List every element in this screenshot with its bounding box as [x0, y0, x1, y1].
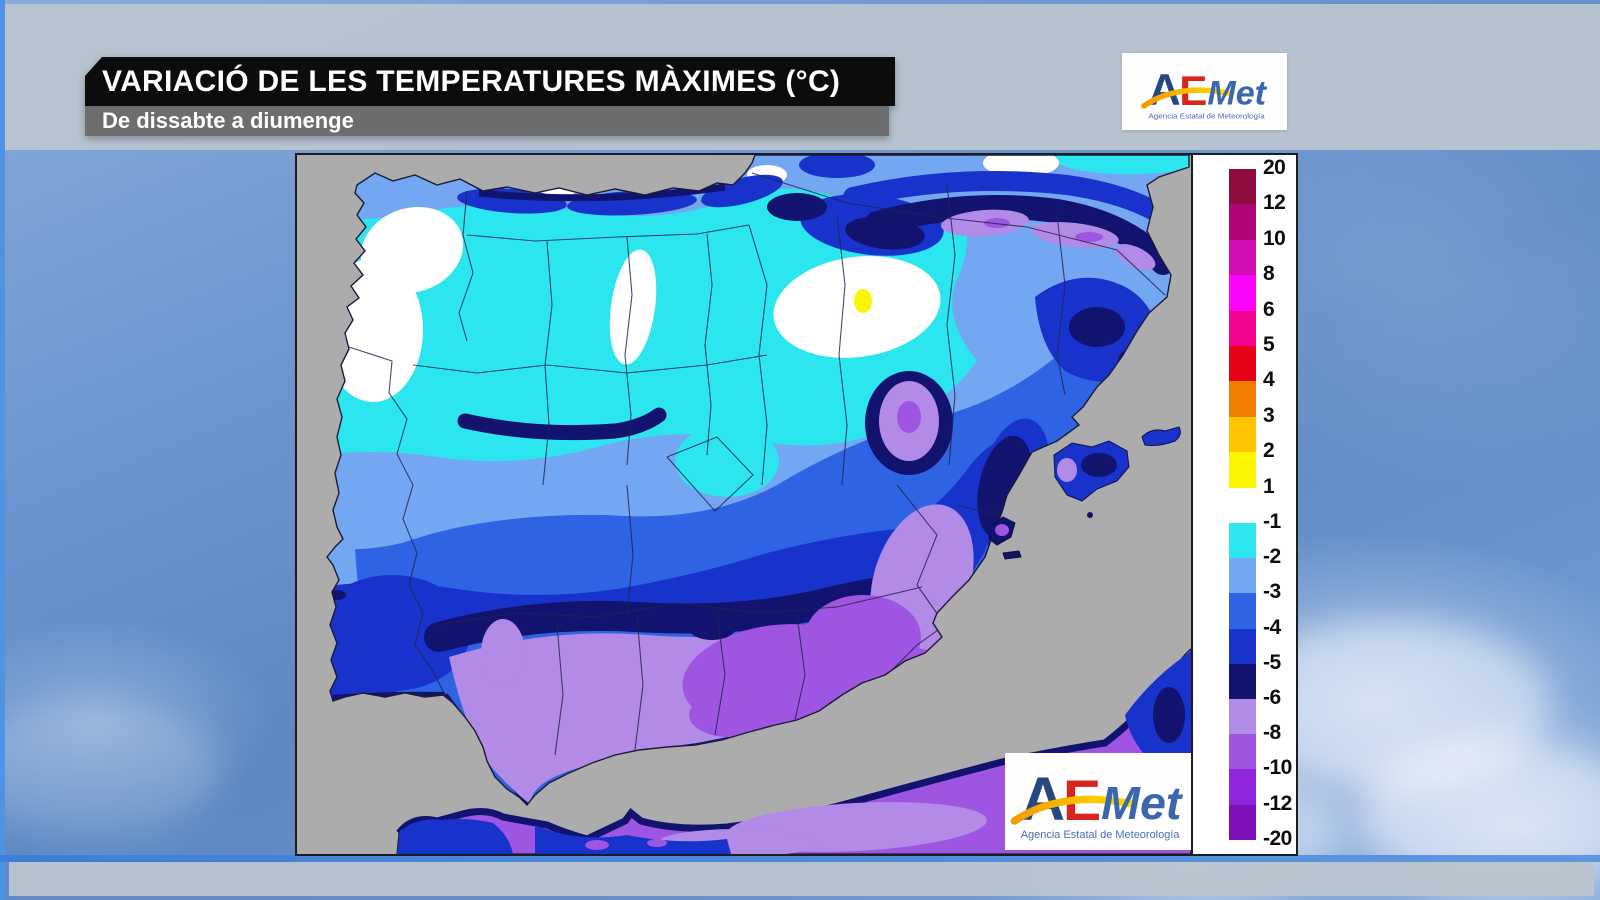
scale-negative-segment — [1229, 593, 1256, 630]
scale-positive-segment — [1229, 452, 1256, 489]
scale-negative-segment — [1229, 734, 1256, 770]
north-africa — [396, 648, 1191, 854]
positive-anomaly-spot — [854, 289, 872, 313]
scale-negative-segment — [1229, 699, 1256, 735]
scale-positive-segment — [1229, 346, 1256, 382]
scale-negative-tick: -3 — [1263, 580, 1281, 604]
scale-negative-tick: -12 — [1263, 791, 1292, 815]
scale-negative-tick: -1 — [1263, 510, 1281, 534]
scale-negative-segment — [1229, 663, 1256, 700]
peninsula-zones — [327, 155, 1189, 805]
scale-negative-segment — [1229, 558, 1256, 594]
iberia-temperature-map — [297, 155, 1191, 854]
scale-positive-tick: 1 — [1263, 474, 1275, 498]
scale-negative-segment — [1229, 523, 1256, 559]
bottom-accent-line — [0, 855, 1600, 862]
scale-positive-segment — [1229, 204, 1256, 241]
title-block: VARIACIÓ DE LES TEMPERATURES MÀXIMES (°C… — [85, 57, 895, 136]
logo-caption: Agencia Estatal de Meteorología — [1021, 829, 1180, 841]
scale-positive-segment — [1229, 310, 1256, 347]
page-subtitle: De dissabte a diumenge — [102, 108, 354, 133]
balearic-islands — [988, 426, 1181, 560]
logo-letter-a: A — [1148, 64, 1180, 115]
color-scale-panel: 20 12 10 8 6 5 4 3 2 1 -1 -2 -3 -4 -5 -6 -8 -10 -12 -20 — [1191, 155, 1296, 854]
aemet-logo-map: A E Met Agencia Estatal de Meteorología — [1005, 753, 1191, 850]
scale-negative-segment — [1229, 769, 1256, 806]
scale-negative-segment — [1229, 628, 1256, 665]
scale-negative-tick: -8 — [1263, 721, 1281, 745]
province-borders — [348, 172, 1166, 756]
logo-letters-met: Met — [1207, 74, 1267, 112]
scale-positive-tick: 2 — [1263, 439, 1275, 463]
scale-negative-tick: -5 — [1263, 650, 1281, 674]
left-edge-strip — [0, 0, 5, 900]
scale-positive-tick: 4 — [1263, 368, 1275, 392]
bottom-band — [9, 862, 1594, 896]
title-bar: VARIACIÓ DE LES TEMPERATURES MÀXIMES (°C… — [85, 57, 895, 106]
cloud — [0, 700, 220, 840]
scale-negative-segment — [1229, 804, 1256, 841]
scale-negative-tick: -2 — [1263, 545, 1281, 569]
scale-negative-tick: -20 — [1263, 826, 1292, 850]
scale-negative-tick: -10 — [1263, 756, 1292, 780]
logo-caption: Agencia Estatal de Meteorología — [1148, 111, 1265, 120]
scale-positive-segment — [1229, 169, 1256, 205]
aemet-logo-header: A E Met Agencia Estatal de Meteorología — [1122, 53, 1287, 130]
scale-positive-segment — [1229, 239, 1256, 276]
scale-positive-tick: 12 — [1263, 191, 1286, 215]
scale-positive-tick: 3 — [1263, 403, 1275, 427]
logo-swoosh — [1010, 795, 1137, 825]
logo-letters-met: Met — [1101, 776, 1184, 828]
scale-positive-tick: 10 — [1263, 226, 1286, 250]
scale-negative-tick: -4 — [1263, 615, 1281, 639]
scale-positive-tick: 5 — [1263, 333, 1275, 357]
aemet-logo-art: A E Met Agencia Estatal de Meteorología — [1010, 765, 1184, 841]
logo-swoosh — [1140, 86, 1233, 109]
scale-negative-tick: -6 — [1263, 686, 1281, 710]
scale-positive-segment — [1229, 381, 1256, 418]
scale-positive-segment — [1229, 275, 1256, 312]
scale-positive-tick: 6 — [1263, 297, 1275, 321]
page-title: VARIACIÓ DE LES TEMPERATURES MÀXIMES (°C… — [102, 65, 841, 98]
scale-positive-segment — [1229, 416, 1256, 453]
subtitle-bar: De dissabte a diumenge — [85, 106, 889, 136]
map-panel: 20 12 10 8 6 5 4 3 2 1 -1 -2 -3 -4 -5 -6 -8 -10 -12 -20 A E… — [295, 153, 1298, 856]
aemet-logo-art: A E Met Agencia Estatal de Meteorología — [1140, 64, 1267, 120]
scale-positive-tick: 20 — [1263, 156, 1286, 180]
scale-positive-tick: 8 — [1263, 262, 1275, 286]
